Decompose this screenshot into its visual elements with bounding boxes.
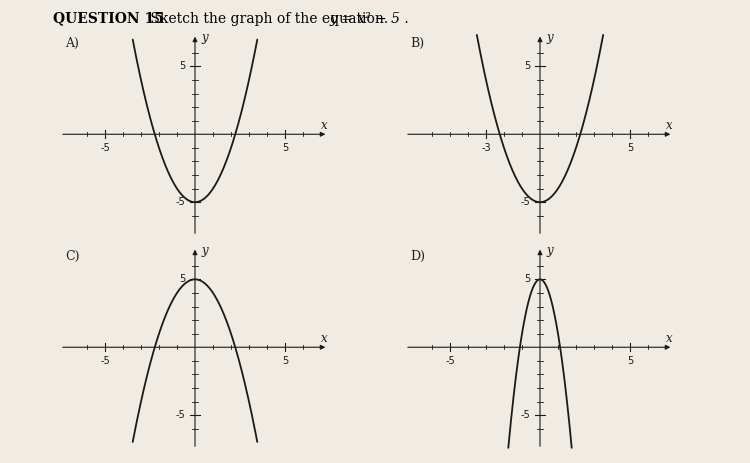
Text: 5: 5 <box>282 356 288 366</box>
Text: y: y <box>547 31 554 44</box>
Text: D): D) <box>410 250 425 263</box>
Text: Sketch the graph of the equation.: Sketch the graph of the equation. <box>146 12 393 25</box>
Text: A): A) <box>65 37 80 50</box>
Text: x: x <box>321 332 328 345</box>
Text: y: y <box>202 31 208 44</box>
Text: x: x <box>666 119 673 132</box>
Text: 5: 5 <box>282 143 288 153</box>
Text: 5: 5 <box>524 62 530 71</box>
Text: QUESTION 15: QUESTION 15 <box>53 12 164 25</box>
Text: -3: -3 <box>482 143 490 153</box>
Text: -5: -5 <box>520 410 530 420</box>
Text: 5: 5 <box>524 275 530 284</box>
Text: 5: 5 <box>178 275 185 284</box>
Text: -5: -5 <box>100 143 109 153</box>
Text: -5: -5 <box>520 197 530 207</box>
Text: -5: -5 <box>446 356 454 366</box>
Text: y = x² − 5 .: y = x² − 5 . <box>330 12 410 25</box>
Text: B): B) <box>410 37 424 50</box>
Text: y: y <box>547 244 554 257</box>
Text: 5: 5 <box>627 143 633 153</box>
Text: -5: -5 <box>100 356 109 366</box>
Text: -5: -5 <box>176 410 185 420</box>
Text: y: y <box>202 244 208 257</box>
Text: x: x <box>321 119 328 132</box>
Text: 5: 5 <box>627 356 633 366</box>
Text: -5: -5 <box>176 197 185 207</box>
Text: C): C) <box>65 250 80 263</box>
Text: 5: 5 <box>178 62 185 71</box>
Text: x: x <box>666 332 673 345</box>
